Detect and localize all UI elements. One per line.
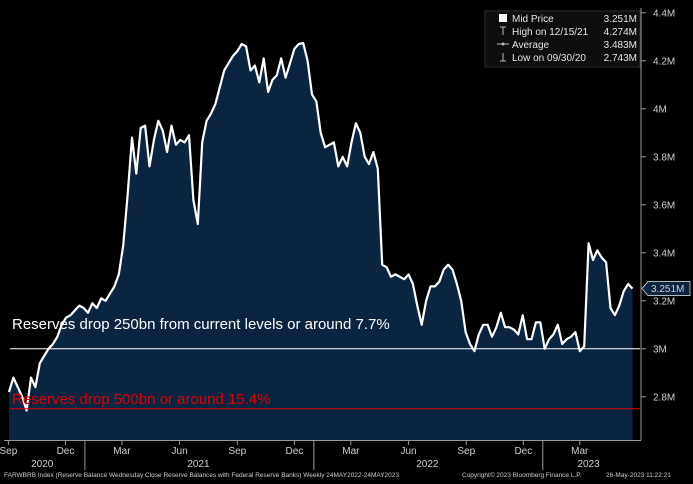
legend-value: 3.483M	[604, 40, 637, 51]
annotation-500bn: Reserves drop 500bn or around 15.4%	[12, 391, 271, 408]
y-tick-label: 3M	[653, 344, 667, 355]
footer-timestamp: 26-May-2023 11:22:21	[606, 472, 671, 479]
footer-source: FARWBRB Index (Reserve Balance Wednesday…	[4, 472, 400, 479]
y-tick-label: 3.4M	[653, 248, 675, 259]
annotation-layer: Reserves drop 250bn from current levels …	[12, 316, 390, 408]
series-line-mid-price	[7, 41, 634, 412]
y-tick-label: 4.2M	[653, 56, 675, 67]
axes-layer: 4.4M 4.2M 4M 3.8M 3.6M 3.4M 3.2M 3M 2.8M Sep Dec Ma…	[0, 8, 691, 470]
y-tick-label: 4.4M	[653, 8, 675, 19]
year-label: 2022	[416, 459, 439, 470]
x-tick-label: Sep	[228, 446, 246, 457]
x-tick-label: Dec	[514, 446, 532, 457]
x-tick-label: Mar	[342, 446, 360, 457]
chart-footer: FARWBRB Index (Reserve Balance Wednesday…	[4, 471, 692, 484]
y-tick-label: 4M	[653, 104, 667, 115]
y-tick-label: 3.2M	[653, 296, 675, 307]
x-tick-label: Sep	[457, 446, 475, 457]
legend-label: Average	[512, 40, 550, 51]
x-tick-label: Sep	[0, 446, 18, 457]
year-label: 2020	[31, 459, 54, 470]
y-tick-label: 3.6M	[653, 200, 675, 211]
legend-square-icon	[499, 14, 507, 22]
last-value-label: 3.251M	[651, 284, 684, 295]
legend-label: High on 12/15/21	[512, 27, 589, 38]
area-layer	[7, 41, 634, 440]
last-value-box	[641, 281, 691, 296]
legend-value: 3.251M	[604, 14, 637, 25]
x-tick-label: Mar	[113, 446, 131, 457]
last-value-tag: 3.251M	[641, 281, 691, 296]
legend: Mid Price 3.251M High on 12/15/21 4.274M Ave…	[484, 10, 641, 68]
legend-box	[484, 10, 641, 68]
legend-value: 4.274M	[604, 27, 637, 38]
annotation-250bn: Reserves drop 250bn from current levels …	[12, 316, 390, 333]
y-tick-label: 3.8M	[653, 152, 675, 163]
year-label: 2021	[187, 459, 210, 470]
x-tick-label: Dec	[286, 446, 304, 457]
reference-lines	[10, 348, 640, 410]
x-tick-label: Mar	[571, 446, 589, 457]
x-tick-label: Jun	[172, 446, 188, 457]
reserve-balance-chart: 4.4M 4.2M 4M 3.8M 3.6M 3.4M 3.2M 3M 2.8M Sep Dec Ma…	[0, 8, 691, 470]
x-tick-label: Dec	[57, 446, 75, 457]
x-tick-label: Jun	[400, 446, 416, 457]
footer-copyright: Copyright© 2023 Bloomberg Finance L.P.	[462, 472, 582, 479]
y-tick-label: 2.8M	[653, 392, 675, 403]
legend-label: Mid Price	[512, 14, 554, 25]
legend-average-icon	[501, 42, 505, 46]
legend-value: 2.743M	[604, 53, 637, 64]
year-label: 2023	[577, 459, 600, 470]
legend-label: Low on 09/30/20	[512, 53, 586, 64]
